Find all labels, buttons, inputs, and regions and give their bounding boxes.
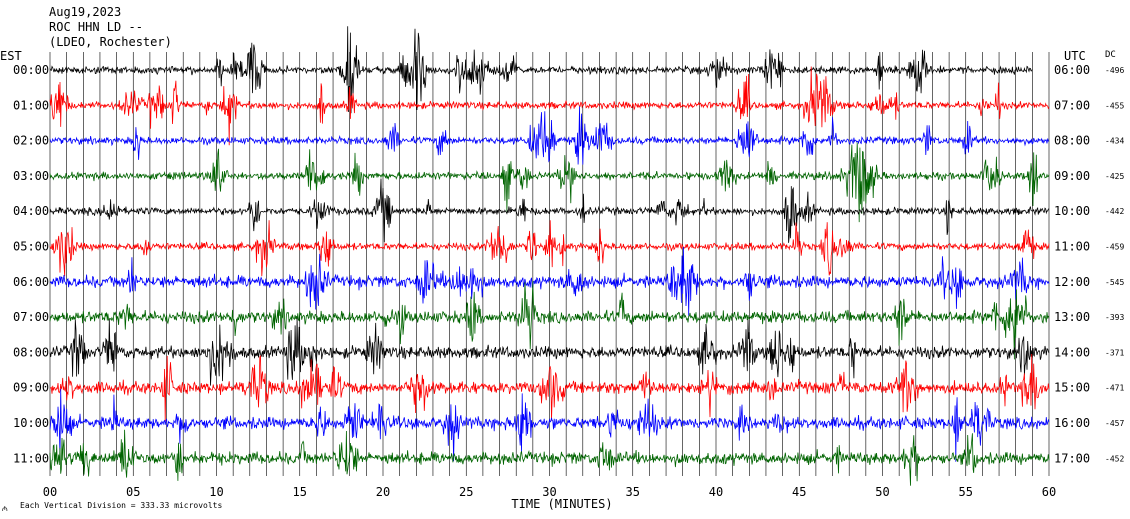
x-tick-label: 40 bbox=[709, 485, 723, 499]
trace-0500 bbox=[49, 220, 1050, 277]
dc-offset-label: -457 bbox=[1105, 419, 1124, 428]
est-hour-label: 01:00 bbox=[13, 98, 49, 112]
utc-hour-label: 14:00 bbox=[1054, 345, 1090, 359]
utc-hour-label: 12:00 bbox=[1054, 275, 1090, 289]
left-timezone-label: EST bbox=[0, 49, 22, 63]
dc-offset-label: -442 bbox=[1105, 207, 1124, 216]
x-tick-label: 30 bbox=[542, 485, 556, 499]
utc-hour-label: 16:00 bbox=[1054, 416, 1090, 430]
trace-0800 bbox=[49, 318, 1050, 386]
trace-0000 bbox=[49, 26, 1033, 114]
x-tick-label: 45 bbox=[792, 485, 806, 499]
trace-1000 bbox=[49, 388, 1050, 462]
corner-glyph: ₼ bbox=[2, 505, 8, 513]
x-tick-label: 15 bbox=[293, 485, 307, 499]
utc-hour-label: 10:00 bbox=[1054, 204, 1090, 218]
utc-hour-label: 11:00 bbox=[1054, 240, 1090, 254]
x-axis-label: TIME (MINUTES) bbox=[511, 497, 612, 511]
utc-hour-label: 13:00 bbox=[1054, 310, 1090, 324]
dc-offset-label: -393 bbox=[1105, 313, 1124, 322]
utc-hour-label: 15:00 bbox=[1054, 381, 1090, 395]
est-hour-label: 10:00 bbox=[13, 416, 49, 430]
trace-0900 bbox=[49, 353, 1050, 422]
x-tick-label: 10 bbox=[209, 485, 223, 499]
trace-1100 bbox=[49, 429, 1050, 486]
utc-hour-label: 07:00 bbox=[1054, 98, 1090, 112]
station-label: ROC HHN LD -- bbox=[49, 20, 143, 34]
est-hour-label: 00:00 bbox=[13, 63, 49, 77]
est-hour-label: 08:00 bbox=[13, 345, 49, 359]
location-label: (LDEO, Rochester) bbox=[49, 35, 172, 49]
dc-offset-label: -459 bbox=[1105, 243, 1124, 252]
est-hour-label: 11:00 bbox=[13, 451, 49, 465]
est-hour-label: 06:00 bbox=[13, 275, 49, 289]
x-tick-label: 25 bbox=[459, 485, 473, 499]
x-tick-label: 55 bbox=[959, 485, 973, 499]
x-tick-group: 00 05 10 15 20 25 30 35 40 45 50 55 60 bbox=[43, 485, 1056, 499]
trace-0200 bbox=[49, 106, 1050, 165]
x-tick-label: 00 bbox=[43, 485, 57, 499]
dc-offset-label: -471 bbox=[1105, 384, 1124, 393]
right-timezone-label: UTC bbox=[1064, 49, 1086, 63]
x-tick-label: 35 bbox=[626, 485, 640, 499]
utc-hour-label: 17:00 bbox=[1054, 451, 1090, 465]
est-hour-label: 03:00 bbox=[13, 169, 49, 183]
row-label-group: 00:00 06:00 -496 01:00 07:00 -455 02:00 08:00 -4… bbox=[13, 63, 1124, 465]
trace-0700 bbox=[49, 280, 1050, 360]
dc-offset-label: -496 bbox=[1105, 66, 1124, 75]
dc-offset-label: -455 bbox=[1105, 101, 1124, 110]
utc-hour-label: 06:00 bbox=[1054, 63, 1090, 77]
footnote-label: Each Vertical Division = 333.33 microvol… bbox=[20, 501, 222, 510]
x-tick-label: 20 bbox=[376, 485, 390, 499]
trace-0600 bbox=[49, 246, 1050, 316]
dc-offset-label: -545 bbox=[1105, 278, 1124, 287]
utc-hour-label: 09:00 bbox=[1054, 169, 1090, 183]
est-hour-label: 02:00 bbox=[13, 134, 49, 148]
x-tick-label: 05 bbox=[126, 485, 140, 499]
x-tick-label: 60 bbox=[1042, 485, 1056, 499]
x-tick-label: 50 bbox=[875, 485, 889, 499]
grid-lines bbox=[49, 52, 1050, 476]
dc-column-label: DC bbox=[1105, 50, 1116, 60]
est-hour-label: 05:00 bbox=[13, 240, 49, 254]
trace-0300 bbox=[49, 142, 1050, 223]
utc-hour-label: 08:00 bbox=[1054, 134, 1090, 148]
est-hour-label: 04:00 bbox=[13, 204, 49, 218]
trace-group bbox=[49, 26, 1050, 486]
trace-0400 bbox=[49, 178, 1050, 243]
dc-offset-label: -452 bbox=[1105, 454, 1124, 463]
trace-0100 bbox=[49, 66, 1050, 146]
dc-offset-label: -371 bbox=[1105, 348, 1124, 357]
dc-offset-label: -434 bbox=[1105, 137, 1124, 146]
est-hour-label: 09:00 bbox=[13, 381, 49, 395]
dc-offset-label: -425 bbox=[1105, 172, 1124, 181]
est-hour-label: 07:00 bbox=[13, 310, 49, 324]
date-label: Aug19,2023 bbox=[49, 5, 121, 19]
